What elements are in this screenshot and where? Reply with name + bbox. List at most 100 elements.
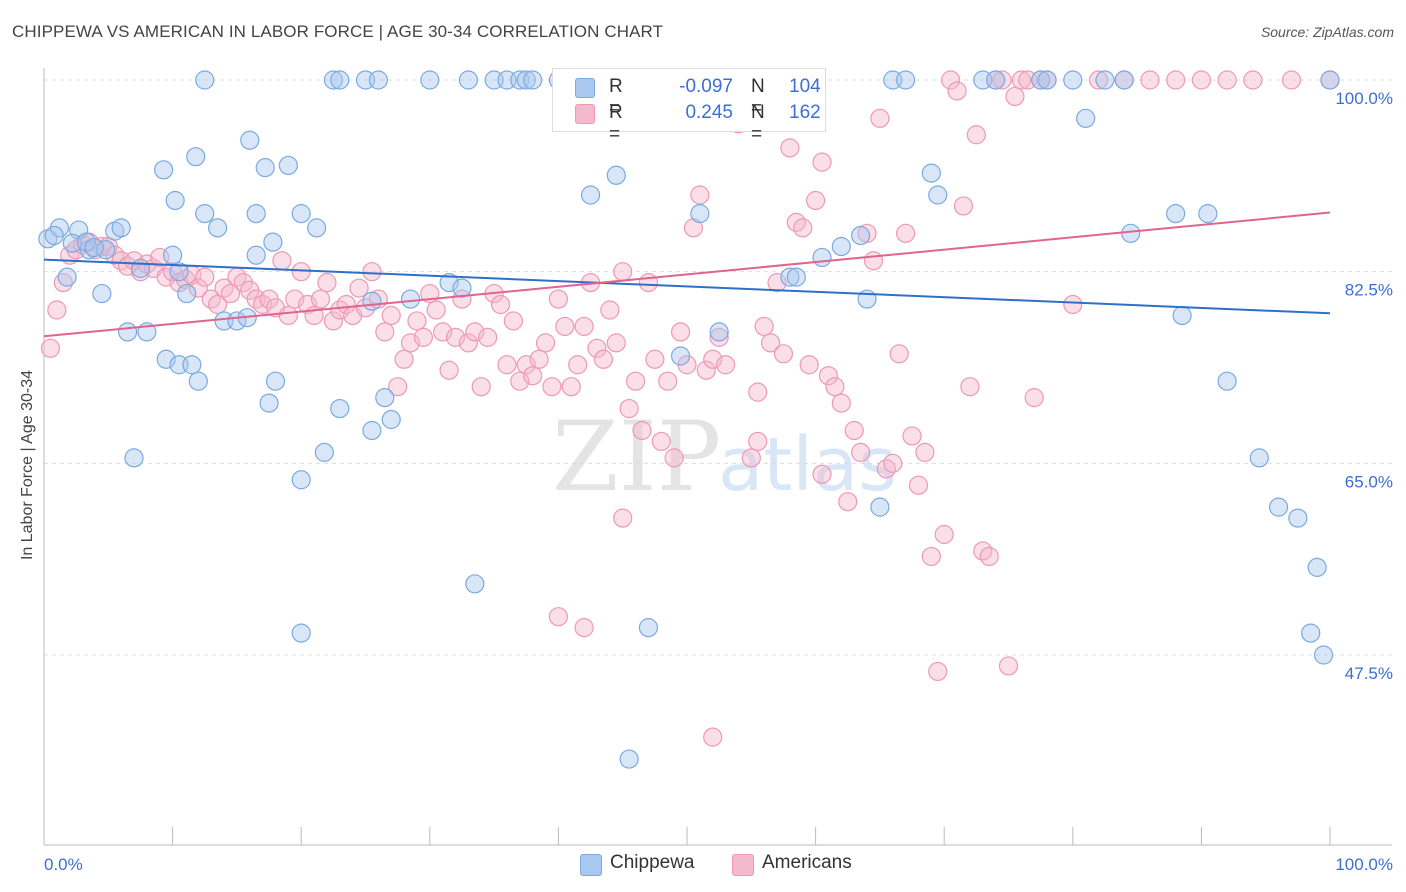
americans-point	[754, 316, 774, 337]
chippewa-point	[709, 322, 729, 342]
chippewa-point	[1114, 70, 1134, 90]
americans-trendline	[43, 211, 1331, 338]
chippewa-point	[780, 267, 800, 287]
chippewa-point	[786, 267, 806, 287]
americans-point	[889, 344, 909, 364]
chippewa-point	[619, 749, 639, 769]
legend-r-value-americans: 0.245	[685, 102, 733, 123]
chippewa-point	[195, 70, 215, 90]
chippewa-trendline	[43, 258, 1331, 315]
chippewa-point	[1217, 371, 1237, 391]
americans-point	[439, 360, 459, 380]
chippewa-point	[928, 185, 948, 205]
americans-point	[748, 431, 768, 452]
y-tick-label: 65.0%	[1345, 472, 1393, 491]
americans-point	[966, 125, 986, 145]
chippewa-point	[1320, 70, 1340, 90]
chippewa-point	[812, 247, 832, 268]
americans-point	[1243, 70, 1263, 90]
americans-point	[336, 294, 356, 315]
americans-point	[407, 311, 427, 331]
americans-point	[561, 377, 581, 397]
chippewa-point	[163, 245, 183, 265]
y-tick-label: 100.0%	[1335, 89, 1393, 108]
chippewa-point	[870, 497, 890, 517]
chippewa-point	[330, 398, 350, 419]
americans-point	[1011, 70, 1031, 90]
chippewa-point	[307, 218, 327, 238]
americans-point	[1024, 388, 1044, 408]
americans-point	[741, 448, 761, 468]
americans-point	[638, 273, 659, 293]
chippewa-point	[523, 70, 543, 90]
chippewa-point	[368, 70, 388, 90]
americans-point	[220, 283, 241, 304]
americans-point	[715, 355, 736, 375]
americans-point	[323, 311, 343, 331]
chippewa-point	[323, 70, 343, 90]
chippewa-point	[1121, 223, 1141, 243]
chippewa-point	[177, 283, 197, 304]
chippewa-point	[62, 233, 82, 253]
americans-point	[188, 278, 208, 298]
americans-point	[413, 327, 433, 347]
chippewa-point	[580, 185, 601, 205]
chippewa-point	[1031, 70, 1051, 90]
americans-point	[542, 377, 562, 397]
legend-n-label: N =	[751, 102, 765, 145]
americans-point	[664, 448, 684, 468]
chippewa-point	[465, 574, 485, 594]
americans-point	[452, 289, 472, 309]
chippewa-point	[1288, 508, 1308, 528]
americans-point	[780, 138, 800, 158]
chippewa-point	[182, 355, 202, 375]
chippewa-point	[1095, 70, 1115, 90]
americans-point	[709, 327, 729, 347]
americans-point	[992, 70, 1012, 90]
americans-point	[1191, 70, 1212, 90]
americans-point	[529, 349, 549, 369]
americans-point	[613, 262, 633, 282]
americans-point	[831, 393, 851, 413]
americans-point	[947, 81, 967, 101]
americans-point	[1217, 70, 1237, 90]
americans-point	[1005, 86, 1025, 107]
chippewa-point	[291, 470, 311, 490]
americans-point	[1063, 294, 1083, 315]
chippewa-point	[130, 258, 151, 278]
americans-point	[574, 316, 594, 337]
americans-point	[40, 338, 61, 358]
chippewa-point	[153, 160, 174, 180]
chart-title: CHIPPEWA VS AMERICAN IN LABOR FORCE | AG…	[12, 22, 664, 41]
americans-point	[998, 656, 1019, 676]
chippewa-point	[921, 163, 941, 183]
americans-point	[1166, 70, 1186, 90]
chippewa-point	[84, 237, 104, 258]
y-tick-label: 82.5%	[1345, 281, 1393, 300]
source-credit: Source: ZipAtlas.com	[1260, 24, 1394, 40]
chippewa-point	[638, 618, 659, 638]
americans-point	[928, 661, 948, 682]
americans-point	[818, 366, 839, 386]
americans-point	[799, 355, 819, 375]
chippewa-point	[165, 190, 185, 211]
x-tick-label-max: 100.0%	[1335, 855, 1393, 874]
americans-point	[272, 251, 292, 271]
chippewa-point	[259, 393, 279, 413]
americans-point	[793, 218, 813, 238]
americans-point	[863, 251, 884, 271]
chippewa-point	[458, 70, 478, 90]
americans-point	[613, 508, 633, 528]
americans-point	[844, 420, 864, 441]
americans-point	[670, 322, 691, 342]
chippewa-point	[314, 442, 334, 462]
americans-point	[310, 289, 331, 309]
chippewa-point	[1166, 204, 1186, 224]
americans-point	[548, 607, 569, 627]
americans-point	[960, 377, 980, 397]
americans-point	[760, 333, 781, 353]
americans-point	[278, 305, 298, 326]
americans-point	[362, 262, 382, 282]
americans-point	[748, 382, 768, 402]
